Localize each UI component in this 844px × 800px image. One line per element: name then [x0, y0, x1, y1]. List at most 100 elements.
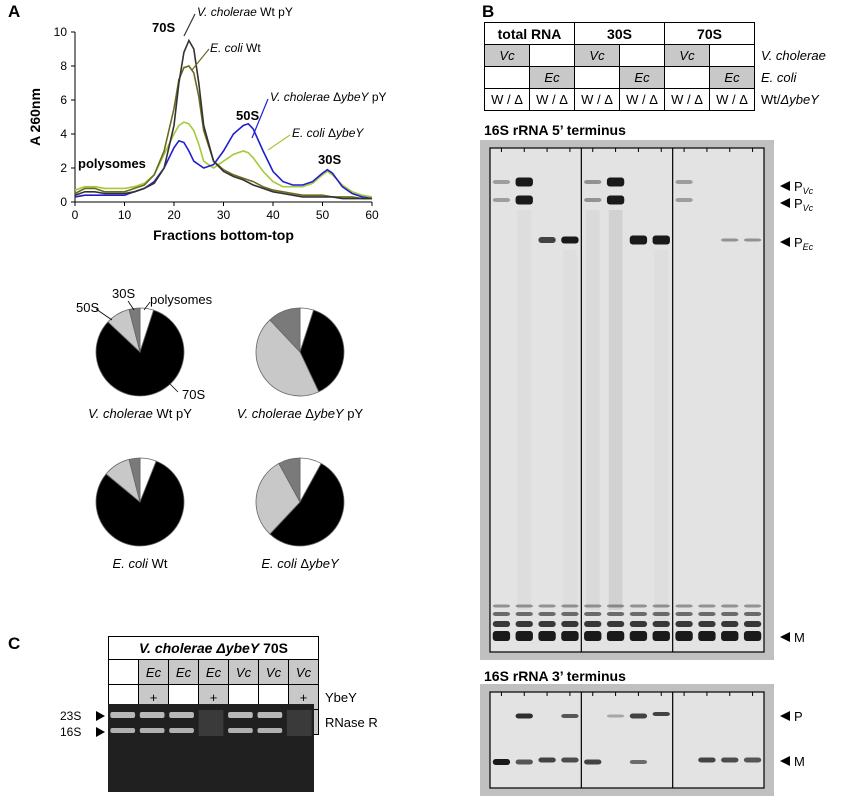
row-label-rnaser: RNase R — [325, 714, 378, 730]
gel-band — [652, 621, 670, 627]
pie-leader — [169, 383, 179, 393]
gel-band — [698, 612, 716, 616]
gel-band — [606, 604, 625, 608]
gel-band — [675, 180, 693, 184]
series-label: V. cholerae ΔybeY pY — [270, 90, 387, 104]
pie-slice-label: 30S — [112, 286, 135, 301]
title-3prime: 16S rRNA 3’ terminus — [484, 668, 626, 684]
marker-label: M — [794, 630, 805, 645]
cell-wd: W / Δ — [529, 88, 575, 111]
panel-c-title-gene: ΔybeY — [216, 640, 260, 656]
pie-leader — [143, 301, 151, 311]
gel-band — [721, 612, 739, 616]
pie-caption: V. cholerae ΔybeY pY — [237, 406, 364, 421]
gel-band — [492, 621, 511, 627]
gel-band — [492, 612, 511, 616]
cell-wd: W / Δ — [664, 88, 710, 111]
strains-cell-3: Ec — [198, 659, 229, 685]
gel-band — [492, 180, 511, 184]
strains-cell-2: Ec — [168, 659, 199, 685]
gel-band — [561, 631, 579, 641]
gel-c-band-16s — [257, 728, 283, 733]
gel-band — [606, 714, 625, 718]
gel-3prime: PM — [480, 684, 805, 796]
gel-band — [743, 238, 762, 242]
gel-band — [584, 759, 602, 765]
panel-c-title-rest: 70S — [259, 640, 288, 656]
y-tick-label: 6 — [60, 93, 67, 107]
pie-slice-50S — [255, 462, 301, 535]
gel-band — [515, 177, 533, 187]
gel-band — [492, 759, 511, 765]
profile-line-chart: 0 2 4 6 8 10 0 10 20 30 40 50 60 Fractions bottom-top… — [27, 5, 387, 243]
gel-smear — [608, 210, 623, 610]
gel-band — [492, 604, 511, 608]
cell-wd: W / Δ — [619, 88, 665, 111]
cell-wd: W / Δ — [484, 88, 530, 111]
gel-band — [606, 612, 625, 616]
gel-c-band-16s — [228, 728, 253, 733]
y-tick-label: 10 — [54, 25, 68, 39]
panel-c-title-sp: V. cholerae — [139, 640, 217, 656]
pie-slice-30S — [128, 457, 141, 503]
y-tick-label: 8 — [60, 59, 67, 73]
gel-c-band-23s — [169, 712, 194, 718]
pie-leader — [95, 308, 113, 321]
marker-label: PEc — [794, 235, 814, 252]
cell-wd: W / Δ — [574, 88, 620, 111]
gel-band — [629, 621, 648, 627]
strains-cell-0 — [108, 659, 139, 685]
row-label-wt-b: ΔybeY — [780, 92, 819, 107]
panel-c-title: V. cholerae ΔybeY 70S — [108, 636, 319, 660]
panel-letter-b: B — [482, 2, 495, 21]
gel-band — [743, 757, 762, 763]
gel-c-band-label: 23S — [60, 709, 81, 723]
gel-band — [721, 604, 739, 608]
gel-band — [698, 757, 716, 763]
gel-band — [515, 631, 533, 641]
row-label-ybey: YbeY — [325, 689, 357, 705]
series-leader — [251, 98, 269, 139]
marker-arrow — [780, 632, 790, 642]
gel-c-arrow — [96, 711, 105, 721]
series-leader — [267, 134, 291, 151]
gel-band — [561, 604, 579, 608]
gel-band — [538, 612, 556, 616]
gel-band — [606, 195, 625, 205]
x-tick-label: 50 — [316, 208, 330, 222]
gel-band — [675, 198, 693, 202]
strains-cell-4: Vc — [228, 659, 259, 685]
gel-band — [675, 604, 693, 608]
gel-band — [629, 235, 648, 245]
gel-band — [584, 198, 602, 202]
gel-band — [743, 612, 762, 616]
marker-arrow — [780, 756, 790, 766]
pie-slice-70S — [299, 309, 345, 393]
gel-c-band-label: 16S — [60, 725, 81, 739]
gel-band — [492, 631, 511, 641]
y-tick-label: 0 — [60, 195, 67, 209]
pie-caption: V. cholerae Wt pY — [88, 406, 192, 421]
row-label-wt-a: Wt/ — [761, 92, 781, 107]
gel-band — [538, 237, 556, 243]
strains-cell-6: Vc — [288, 659, 319, 685]
row-label-ec: E. coli — [761, 70, 797, 85]
y-tick-label: 4 — [60, 127, 67, 141]
gel-c-band-23s — [228, 712, 253, 718]
gel-c-band-16s — [139, 728, 165, 733]
x-tick-label: 0 — [72, 208, 79, 222]
header-30s: 30S — [574, 22, 665, 45]
gel-band — [629, 604, 648, 608]
gel-band — [652, 235, 670, 245]
gel-band — [538, 757, 556, 763]
pie-slice-label: 50S — [76, 300, 99, 315]
pie-caption: E. coli ΔybeY — [261, 556, 340, 571]
cell-vc: Vc — [484, 44, 530, 67]
marker-arrow — [780, 711, 790, 721]
gel-band — [561, 757, 579, 763]
y-tick-label: 2 — [60, 161, 67, 175]
cell-vc: Vc — [574, 44, 620, 67]
gel-band — [515, 195, 533, 205]
x-tick-label: 30 — [217, 208, 231, 222]
